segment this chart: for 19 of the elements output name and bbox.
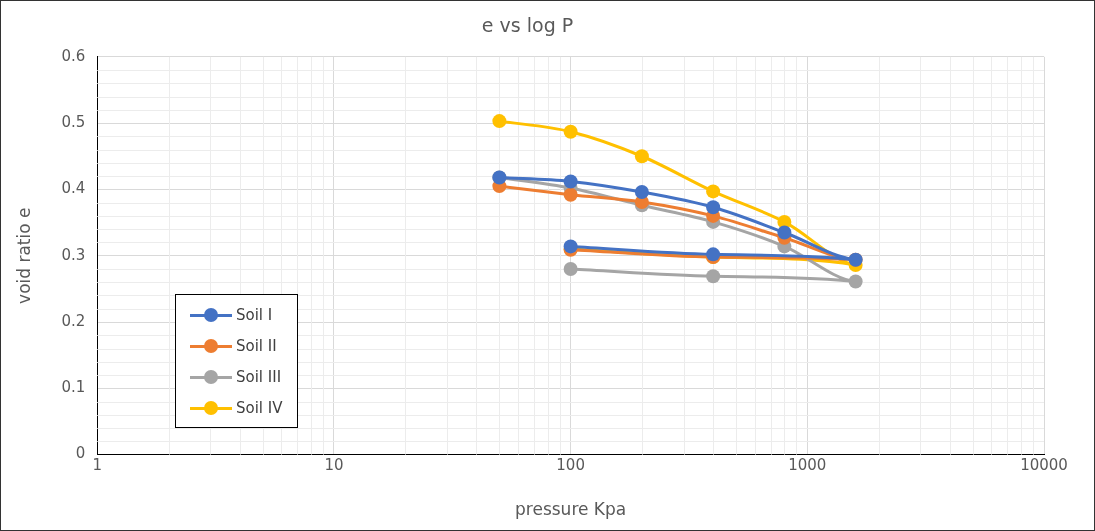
y-tick-label: 0.6 xyxy=(61,46,86,65)
y-tick-label: 0.5 xyxy=(61,112,86,131)
x-tick-label: 10000 xyxy=(1020,456,1068,475)
legend-label: Soil III xyxy=(236,367,282,386)
y-tick-label: 0.2 xyxy=(61,311,86,330)
x-tick-label: 1000 xyxy=(788,456,827,475)
x-tick-label: 10 xyxy=(324,456,344,475)
x-axis-title: pressure Kpa xyxy=(515,499,627,520)
x-tick-label: 1 xyxy=(92,456,103,475)
legend-label: Soil I xyxy=(236,305,273,324)
chart-title: e vs log P xyxy=(481,14,574,37)
y-axis-title: void ratio e xyxy=(13,207,34,304)
legend-label: Soil IV xyxy=(236,398,283,417)
legend-label: Soil II xyxy=(236,336,277,355)
y-tick-label: 0.1 xyxy=(61,378,86,397)
y-tick-label: 0.3 xyxy=(61,245,86,264)
y-tick-label: 0.4 xyxy=(61,179,86,198)
y-tick-label: 0 xyxy=(75,444,86,463)
x-tick-label: 100 xyxy=(556,456,585,475)
